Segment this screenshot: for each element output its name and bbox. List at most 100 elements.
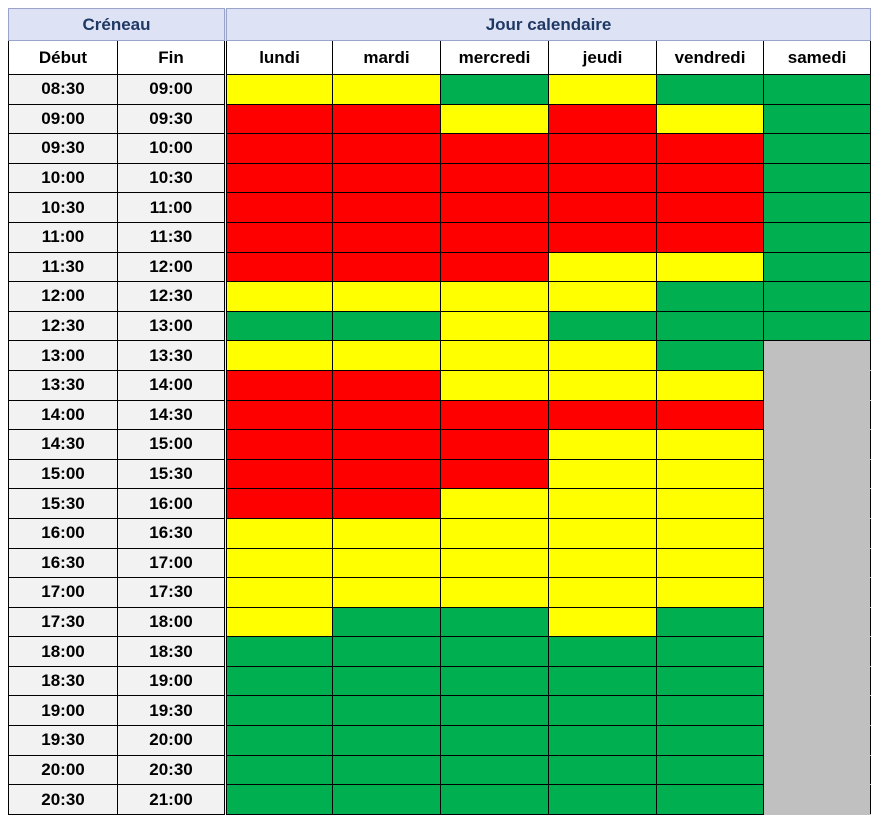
end-time: 12:00: [117, 251, 226, 283]
table-row: 20:00 20:30: [8, 754, 872, 786]
slot-cell: [332, 310, 441, 342]
start-time: 15:30: [8, 488, 118, 519]
slot-cell: [548, 636, 657, 667]
slot-cell: [656, 74, 764, 105]
slot-cell: [224, 103, 333, 135]
slot-cell: [656, 221, 764, 253]
slot-cell: [762, 251, 872, 283]
slot-cell: [332, 577, 441, 608]
slot-cell: [224, 162, 333, 194]
slot-cell: [656, 488, 764, 519]
table-row: 14:00 14:30: [8, 399, 872, 431]
start-time: 10:30: [8, 192, 118, 223]
slot-cell: [440, 221, 549, 253]
table-row: 19:30 20:00: [8, 725, 872, 756]
group-header: Créneau: [8, 8, 226, 41]
slot-cell: [224, 192, 333, 223]
slot-cell: [656, 399, 764, 431]
end-time: 09:00: [117, 74, 226, 105]
slot-cell: [440, 458, 549, 490]
start-time: 12:30: [8, 310, 118, 342]
slot-cell: [656, 606, 764, 638]
column-header: Fin: [117, 40, 226, 75]
slot-cell: [762, 74, 872, 105]
slot-cell: [548, 281, 657, 312]
column-header: jeudi: [548, 40, 657, 75]
slot-cell: [656, 369, 764, 401]
table-row: 12:00 12:30: [8, 281, 872, 312]
slot-cell: [762, 636, 872, 667]
slot-cell: [762, 192, 872, 223]
slot-cell: [332, 399, 441, 431]
slot-cell: [762, 340, 872, 371]
slot-cell: [548, 458, 657, 490]
column-header: lundi: [224, 40, 333, 75]
slot-cell: [440, 665, 549, 697]
slot-cell: [440, 577, 549, 608]
start-time: 16:30: [8, 547, 118, 579]
table-body: 08:30 09:00 09:00 09:30 09:30 10:00 10:00 10:30…: [8, 74, 872, 815]
slot-cell: [548, 369, 657, 401]
slot-cell: [224, 340, 333, 371]
slot-cell: [224, 429, 333, 460]
slot-cell: [224, 488, 333, 519]
end-time: 11:30: [117, 221, 226, 253]
start-time: 14:00: [8, 399, 118, 431]
slot-cell: [440, 162, 549, 194]
end-time: 19:00: [117, 665, 226, 697]
slot-cell: [332, 340, 441, 371]
slot-cell: [762, 695, 872, 727]
slot-cell: [440, 133, 549, 164]
slot-cell: [656, 281, 764, 312]
slot-cell: [332, 784, 441, 815]
start-time: 15:00: [8, 458, 118, 490]
start-time: 18:30: [8, 665, 118, 697]
slot-cell: [548, 488, 657, 519]
slot-cell: [548, 340, 657, 371]
end-time: 20:30: [117, 754, 226, 786]
slot-cell: [762, 754, 872, 786]
slot-cell: [440, 281, 549, 312]
schedule-table: Créneau Jour calendaire Début Fin lundi mar…: [8, 8, 872, 815]
slot-cell: [762, 429, 872, 460]
slot-cell: [224, 784, 333, 815]
slot-cell: [548, 399, 657, 431]
table-row: 17:30 18:00: [8, 606, 872, 638]
slot-cell: [548, 192, 657, 223]
slot-cell: [762, 103, 872, 135]
slot-cell: [548, 429, 657, 460]
end-time: 18:00: [117, 606, 226, 638]
slot-cell: [548, 784, 657, 815]
end-time: 10:00: [117, 133, 226, 164]
slot-cell: [224, 754, 333, 786]
slot-cell: [656, 517, 764, 549]
slot-cell: [656, 695, 764, 727]
table-row: 19:00 19:30: [8, 695, 872, 727]
end-time: 10:30: [117, 162, 226, 194]
slot-cell: [224, 281, 333, 312]
slot-cell: [656, 754, 764, 786]
slot-cell: [332, 606, 441, 638]
slot-cell: [656, 310, 764, 342]
table-row: 13:30 14:00: [8, 369, 872, 401]
slot-cell: [440, 74, 549, 105]
slot-cell: [332, 547, 441, 579]
slot-cell: [656, 133, 764, 164]
slot-cell: [656, 340, 764, 371]
slot-cell: [548, 606, 657, 638]
column-header: Début: [8, 40, 118, 75]
slot-cell: [440, 488, 549, 519]
table-row: 11:00 11:30: [8, 221, 872, 253]
slot-cell: [332, 369, 441, 401]
slot-cell: [762, 488, 872, 519]
start-time: 12:00: [8, 281, 118, 312]
slot-cell: [656, 103, 764, 135]
slot-cell: [440, 606, 549, 638]
slot-cell: [548, 133, 657, 164]
slot-cell: [224, 133, 333, 164]
start-time: 17:00: [8, 577, 118, 608]
table-row: 14:30 15:00: [8, 429, 872, 460]
group-header-row: Créneau Jour calendaire: [8, 8, 872, 41]
start-time: 11:30: [8, 251, 118, 283]
slot-cell: [762, 281, 872, 312]
